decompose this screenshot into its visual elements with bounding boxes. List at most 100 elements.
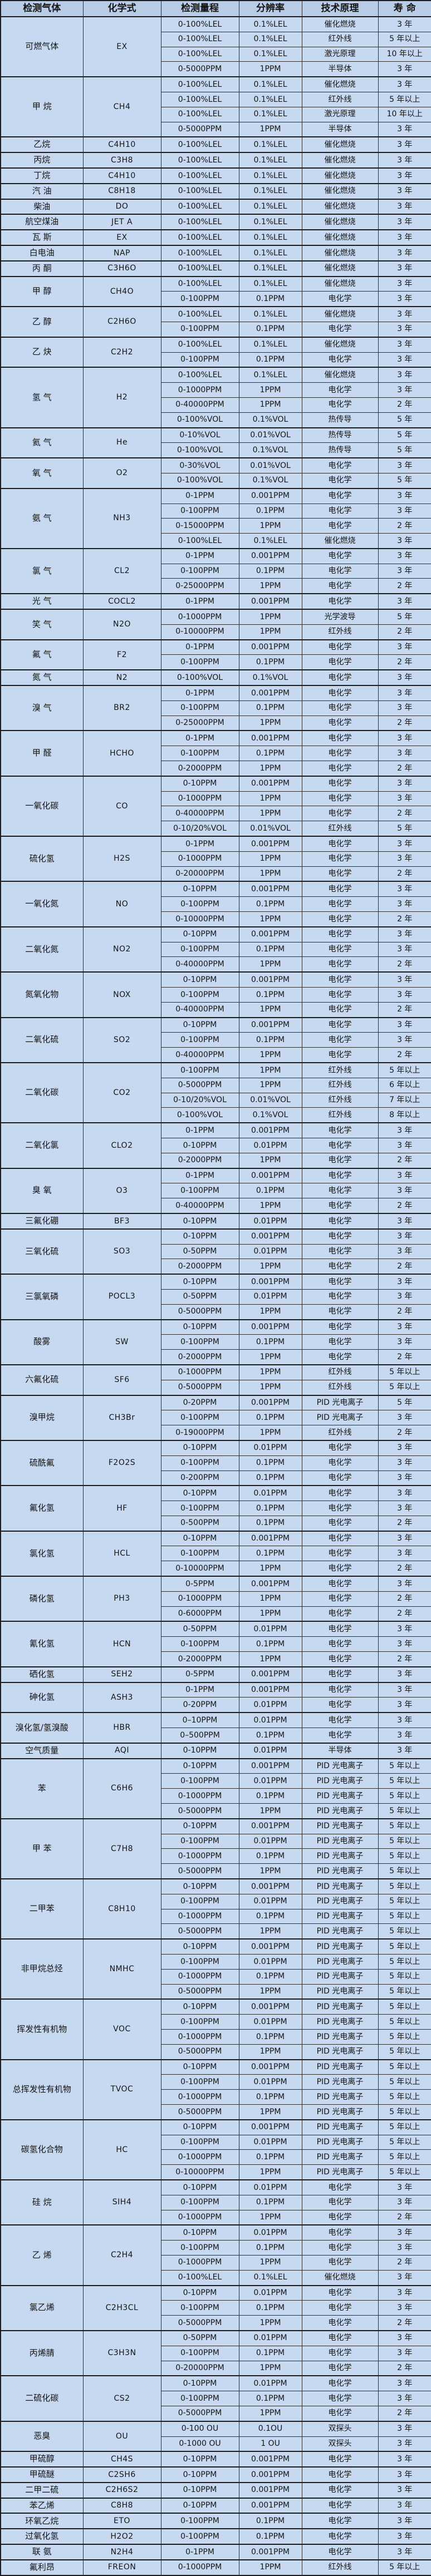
gas-name-cell: 三氯氧磷: [0, 1274, 84, 1320]
principle-cell: 电化学: [301, 1515, 379, 1532]
range-cell: 0-100%LEL: [160, 106, 239, 122]
gas-name-cell: 硫化氢: [0, 836, 84, 882]
resolution-cell: 1PPM: [238, 121, 302, 137]
principle-cell: 电化学: [301, 926, 379, 942]
life-cell: 2 年: [378, 1561, 431, 1577]
resolution-cell: 0.1PPM: [238, 563, 302, 579]
principle-cell: 电化学: [301, 881, 379, 897]
resolution-cell: 1PPM: [238, 61, 302, 77]
life-cell: 2 年: [378, 1606, 431, 1622]
principle-cell: 半导体: [301, 1742, 379, 1759]
principle-cell: 电化学: [301, 1728, 379, 1744]
range-cell: 0-5000PPM: [160, 1983, 239, 2000]
range-cell: 0-1PPM: [160, 685, 239, 701]
formula-cell: EX: [82, 229, 161, 246]
range-cell: 0-1000PPM: [160, 382, 239, 398]
life-cell: 5 年以上: [378, 1908, 431, 1924]
resolution-cell: 0.1PPM: [238, 700, 302, 716]
principle-cell: 电化学: [301, 457, 379, 473]
principle-cell: 电化学: [301, 1349, 379, 1365]
gas-name-cell: 氟化氢: [0, 1485, 84, 1532]
formula-cell: HCHO: [82, 730, 161, 777]
life-cell: 3 年: [378, 775, 431, 792]
gas-row: 丙 酮 C3H6O 0-100%LEL 0.1%LEL 催化燃烧 3 年: [0, 260, 431, 277]
principle-cell: 电化学: [301, 1501, 379, 1516]
formula-cell: C2H6S2: [82, 2481, 161, 2499]
range-cell: 0-10PPM: [160, 2375, 239, 2392]
life-cell: 3 年: [378, 1410, 431, 1426]
gas-name-cell: 溴 气: [0, 685, 84, 731]
principle-cell: 电化学: [301, 2451, 379, 2468]
gas-name-cell: 甲 醇: [0, 275, 84, 307]
range-cell: 0-500PPM: [160, 1515, 239, 1532]
life-cell: 3 年: [378, 2375, 431, 2392]
principle-cell: PID 光电离子: [301, 1848, 379, 1864]
resolution-cell: 0.1%LEL: [238, 76, 302, 92]
gas-name-cell: 硅 烷: [0, 2179, 84, 2225]
resolution-cell: 0.1PPM: [238, 2345, 302, 2361]
principle-cell: 电化学: [301, 2254, 379, 2271]
resolution-cell: 0.1PPM: [238, 1410, 302, 1426]
life-cell: 3 年: [378, 941, 431, 958]
gas-row: 乙 烯 C2H4 0-10PPM 0.01PPM 电化学 3 年: [0, 2224, 431, 2286]
resolution-cell: 0.001PPM: [238, 881, 302, 897]
range-cell: 0-100PPM: [160, 1183, 239, 1199]
resolution-cell: 0.1%LEL: [238, 152, 302, 169]
resolution-cell: 1PPM: [238, 2405, 302, 2422]
principle-cell: 红外线: [301, 91, 379, 107]
resolution-cell: 0.1%VOL: [238, 669, 302, 686]
formula-cell: F2: [82, 639, 161, 670]
principle-cell: 电化学: [301, 1606, 379, 1622]
resolution-cell: 0.1PPM: [238, 2240, 302, 2256]
gas-row: 苯乙烯 C8H8 0-10PPM 0.001PPM 电化学 3 年: [0, 2497, 431, 2514]
resolution-cell: 1PPM: [238, 578, 302, 594]
principle-cell: 催化燃烧: [301, 306, 379, 322]
gas-name-cell: 空气质量: [0, 1742, 84, 1759]
gas-name-cell: 氯乙烯: [0, 2284, 84, 2331]
life-cell: 3 年: [378, 1289, 431, 1305]
life-cell: 3 年: [378, 2300, 431, 2316]
range-cell: 0-100PPM: [160, 2134, 239, 2150]
formula-cell: CH4O: [82, 275, 161, 307]
resolution-cell: 0.1PPM: [238, 1788, 302, 1804]
gas-row: 0-100PPM 0.1PPM 电化学 3 年: [1, 1032, 431, 1048]
resolution-cell: 0.01PPM: [238, 1137, 302, 1153]
range-cell: 0-10PPM: [160, 881, 239, 897]
life-cell: 5 年以上: [378, 2119, 431, 2135]
range-cell: 0-100%LEL: [160, 244, 239, 261]
range-cell: 0-10000PPM: [160, 624, 239, 640]
resolution-cell: 1PPM: [238, 956, 302, 973]
range-cell: 0-25000PPM: [160, 715, 239, 731]
life-cell: 5 年以上: [378, 1773, 431, 1789]
range-cell: 0-1000PPM: [160, 1848, 239, 1864]
principle-cell: 电化学: [301, 1304, 379, 1320]
resolution-cell: 1PPM: [238, 761, 302, 777]
gas-row: 乙 炔 C2H2 0-100%LEL 0.1%LEL 催化燃烧 3 年: [0, 336, 431, 368]
principle-cell: 电化学: [301, 1047, 379, 1063]
principle-cell: 催化燃烧: [301, 367, 379, 383]
range-cell: 0–10PPM: [160, 1712, 239, 1729]
gas-row: 0-1000PPM 0.1PPM PID 光电离子 5 年以上: [1, 1908, 431, 1924]
principle-cell: 电化学: [301, 851, 379, 867]
gas-row: 0-40000PPM 1PPM 电化学 2 年: [1, 956, 431, 973]
gas-row: 0-5000PPM 1PPM PID 光电离子 5 年以上: [1, 1983, 431, 2000]
formula-cell: C8H8: [82, 2497, 161, 2514]
resolution-cell: 0.001PPM: [238, 1666, 302, 1683]
range-cell: 0-5000PPM: [160, 2044, 239, 2060]
formula-cell: NAP: [82, 244, 161, 261]
formula-cell: CH4S: [82, 2451, 161, 2468]
life-cell: 3 年: [378, 275, 431, 292]
range-cell: 0-100%LEL: [160, 336, 239, 353]
life-cell: 3 年: [378, 1243, 431, 1260]
range-cell: 0-10PPM: [160, 775, 239, 792]
range-cell: 0-10PPM: [160, 1439, 239, 1456]
principle-cell: 红外线: [301, 1364, 379, 1380]
gas-row: 0-50PPM 0.01PPM 电化学 3 年: [1, 1289, 431, 1305]
life-cell: 5 年以上: [378, 2149, 431, 2165]
life-cell: 3 年: [378, 152, 431, 169]
principle-cell: PID 光电离子: [301, 1394, 379, 1411]
principle-cell: PID 光电离子: [301, 2149, 379, 2165]
formula-cell: N2H4: [82, 2544, 161, 2560]
life-cell: 5 年以上: [378, 1379, 431, 1396]
formula-cell: SO3: [82, 1228, 161, 1275]
